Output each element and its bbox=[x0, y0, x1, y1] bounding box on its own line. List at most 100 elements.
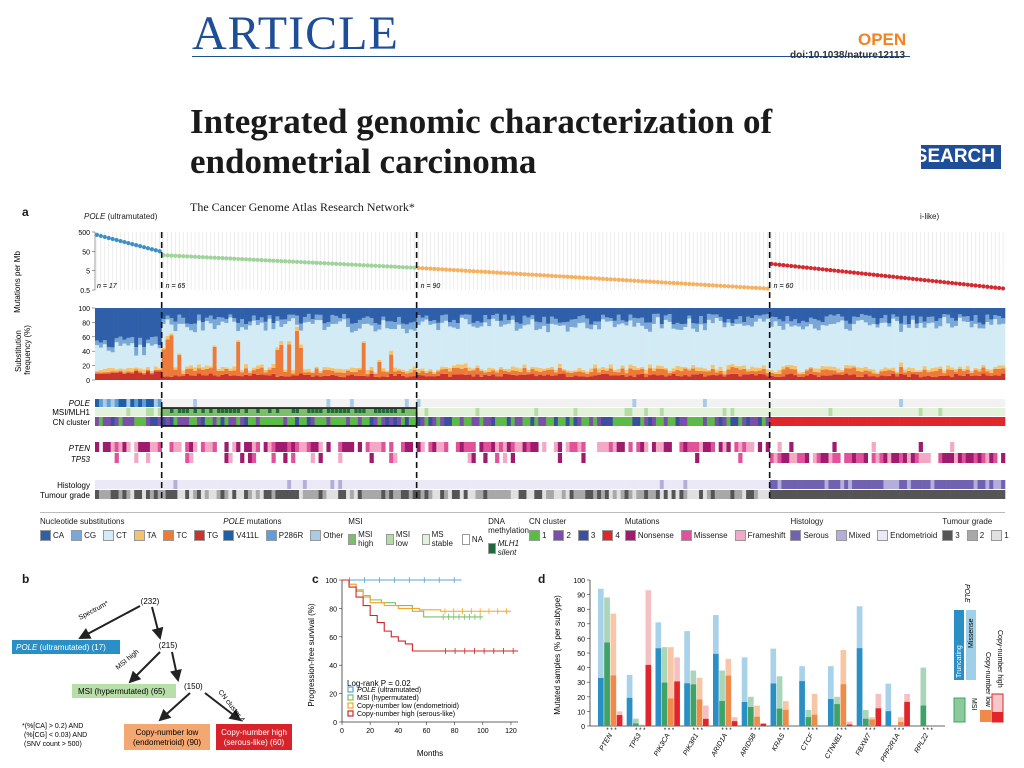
substitution-segment bbox=[189, 375, 194, 380]
cn-cell bbox=[836, 417, 841, 426]
pole-cell bbox=[808, 399, 814, 407]
substitution-segment bbox=[553, 308, 559, 319]
pten-cell bbox=[746, 442, 751, 452]
substitution-segment bbox=[981, 373, 986, 380]
msi-cell bbox=[961, 408, 967, 416]
substitution-segment bbox=[640, 325, 645, 367]
pten-cell bbox=[706, 442, 712, 452]
msi-cell bbox=[283, 408, 288, 416]
substitution-segment bbox=[604, 370, 610, 374]
mut-point bbox=[306, 260, 311, 265]
substitution-segment bbox=[420, 371, 425, 376]
pole-cell bbox=[295, 399, 300, 407]
substitution-segment bbox=[820, 369, 825, 376]
msi-cell bbox=[585, 408, 590, 416]
substitution-segment bbox=[526, 372, 531, 375]
substitution-segment bbox=[757, 318, 763, 368]
substitution-segment bbox=[518, 374, 523, 380]
pole-cell bbox=[651, 399, 657, 407]
substitution-segment bbox=[914, 328, 920, 371]
cn-cell bbox=[310, 417, 315, 426]
c-legend-swatch bbox=[347, 694, 354, 701]
substitution-segment bbox=[365, 323, 370, 370]
substitution-segment bbox=[938, 326, 943, 367]
mutations-ylabel: Mutations per Mb bbox=[13, 251, 22, 313]
substitution-segment bbox=[934, 367, 939, 371]
mlh1-silent bbox=[221, 409, 225, 413]
tp53-cell bbox=[879, 453, 884, 463]
substitution-segment bbox=[695, 331, 700, 368]
substitution-segment bbox=[887, 375, 892, 380]
grade-cell bbox=[644, 490, 649, 499]
histology-cell bbox=[138, 480, 143, 489]
histology-cell bbox=[263, 480, 268, 489]
pole-cell bbox=[738, 399, 743, 407]
msi-cell bbox=[467, 408, 472, 416]
substitution-segment bbox=[365, 316, 370, 324]
substitution-segment bbox=[636, 369, 641, 375]
substitution-segment bbox=[832, 374, 837, 380]
pole-cell bbox=[393, 399, 398, 407]
pten-cell bbox=[620, 442, 625, 452]
substitution-segment bbox=[624, 373, 629, 377]
histology-cell bbox=[420, 480, 425, 489]
substitution-segment bbox=[298, 330, 304, 345]
msi-cell bbox=[804, 408, 810, 416]
mlh1-silent bbox=[377, 409, 382, 413]
mut-point bbox=[247, 257, 253, 262]
pten-cell bbox=[636, 442, 641, 452]
substitution-segment bbox=[675, 322, 680, 330]
substitution-segment bbox=[922, 376, 927, 380]
mut-point bbox=[530, 272, 535, 277]
grade-cell bbox=[369, 490, 374, 499]
pole-cell bbox=[954, 399, 959, 407]
tp53-cell bbox=[228, 453, 233, 463]
msi-box bbox=[72, 684, 176, 698]
substitution-segment bbox=[742, 325, 747, 366]
cn-cell bbox=[177, 417, 182, 426]
histology-cell bbox=[722, 480, 727, 489]
msi-cell bbox=[102, 408, 108, 416]
substitution-segment bbox=[954, 368, 959, 372]
doi-label[interactable]: doi:10.1038/nature12113 bbox=[790, 50, 906, 61]
msi-cell bbox=[110, 408, 115, 416]
substitution-segment bbox=[726, 374, 731, 380]
msi-cell bbox=[499, 408, 504, 416]
grade-cell bbox=[444, 490, 449, 499]
histology-cell bbox=[338, 480, 343, 489]
d-star-marks: * * * bbox=[693, 728, 704, 734]
histology-cell bbox=[455, 480, 461, 489]
substitution-segment bbox=[499, 369, 504, 377]
substitution-segment bbox=[746, 316, 751, 326]
d-ytick-label: 40 bbox=[577, 666, 585, 673]
substitution-segment bbox=[550, 308, 555, 317]
cn-cell bbox=[526, 417, 531, 426]
msi-cell bbox=[534, 408, 539, 416]
mut-point bbox=[185, 254, 190, 259]
substitution-segment bbox=[138, 308, 143, 338]
cn-cell bbox=[663, 417, 668, 426]
mlh1-silent bbox=[181, 409, 186, 413]
cn-cell bbox=[255, 417, 261, 426]
substitution-segment bbox=[385, 372, 390, 377]
substitution-segment bbox=[424, 315, 429, 320]
substitution-segment bbox=[930, 376, 935, 380]
mut-point bbox=[675, 281, 680, 286]
cn-cell bbox=[573, 417, 578, 426]
mut-point bbox=[710, 283, 715, 288]
cn-cell bbox=[459, 417, 465, 426]
substitution-segment bbox=[765, 376, 770, 380]
grade-cell bbox=[914, 490, 920, 499]
substitution-segment bbox=[824, 375, 829, 380]
tp53-cell bbox=[812, 453, 818, 463]
grade-cell bbox=[667, 490, 672, 499]
author-line[interactable]: The Cancer Genome Atlas Research Network… bbox=[190, 200, 415, 214]
d-bar-truncating bbox=[811, 714, 818, 726]
pten-cell bbox=[640, 442, 645, 452]
grade-cell bbox=[871, 490, 876, 499]
substitution-segment bbox=[965, 316, 970, 323]
substitution-segment bbox=[973, 308, 978, 316]
cn-cell bbox=[577, 417, 582, 426]
msi-cell bbox=[950, 408, 955, 416]
substitution-segment bbox=[871, 317, 876, 324]
